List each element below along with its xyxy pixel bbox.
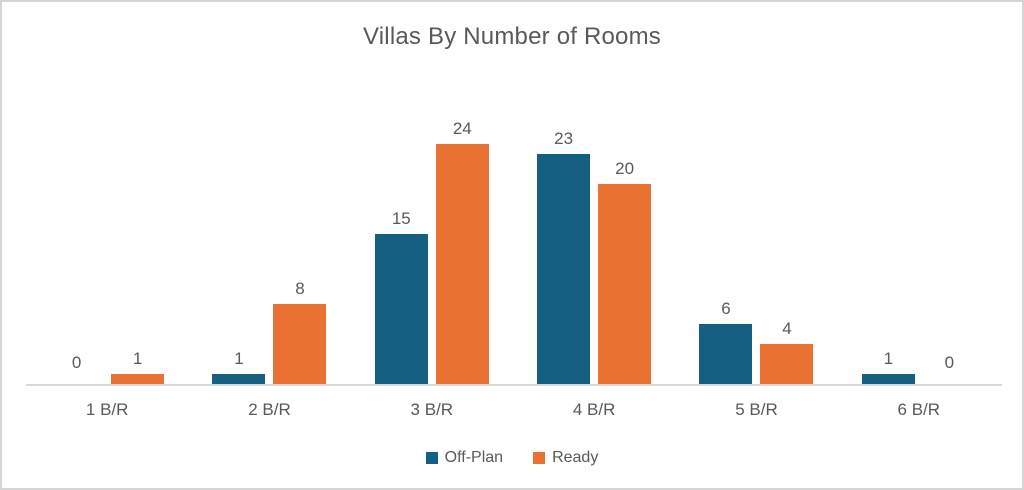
bar-wrap: 24 <box>435 119 489 384</box>
bar-value-label: 0 <box>944 353 955 373</box>
bar-off-plan <box>861 374 915 384</box>
bar-off-plan <box>537 154 591 384</box>
category-label: 5 B/R <box>735 400 778 419</box>
category-label: 2 B/R <box>248 400 291 419</box>
legend-label: Ready <box>552 449 599 466</box>
legend: Off-Plan Ready <box>2 449 1022 467</box>
bar-ready <box>273 304 327 384</box>
x-axis-labels: 1 B/R 2 B/R 3 B/R 4 B/R 5 B/R 6 B/R <box>26 400 1000 420</box>
bar-value-label: 23 <box>554 129 574 149</box>
chart-title: Villas By Number of Rooms <box>363 23 661 50</box>
plot-area: 0 1 1 8 15 24 23 20 6 4 1 0 <box>26 2 1000 384</box>
bar-value-label: 1 <box>883 349 894 369</box>
bar-group-3-b-r: 15 24 <box>351 120 513 384</box>
bar-wrap: 6 <box>699 299 753 384</box>
bar-ready <box>760 344 814 384</box>
category-label: 4 B/R <box>572 400 616 419</box>
legend-swatch <box>533 452 546 464</box>
bar-value-label: 20 <box>615 159 635 179</box>
legend-label: Off-Plan <box>444 449 504 466</box>
legend-item-off-plan: Off-Plan <box>425 449 504 467</box>
bar-ready <box>435 144 489 384</box>
bar-value-label: 15 <box>391 209 411 229</box>
bar-value-label: 4 <box>782 319 792 339</box>
bar-group-4-b-r: 23 20 <box>513 130 675 384</box>
bar-wrap: 23 <box>537 129 591 384</box>
bar-value-label: 24 <box>452 119 472 139</box>
bar-value-label: 8 <box>295 279 305 299</box>
bar-wrap: 8 <box>273 279 327 384</box>
bar-wrap: 4 <box>760 319 814 384</box>
bar-value-label: 0 <box>71 353 82 373</box>
bar-value-label: 6 <box>721 299 731 319</box>
bar-wrap: 1 <box>111 349 165 384</box>
legend-item-ready: Ready <box>533 449 598 467</box>
bar-value-label: 1 <box>132 349 143 369</box>
bar-value-label: 1 <box>234 349 244 369</box>
bar-off-plan <box>212 374 266 384</box>
bar-wrap: 1 <box>212 349 266 384</box>
category-label: 3 B/R <box>410 400 454 419</box>
bar-ready <box>111 374 165 384</box>
category-label: 6 B/R <box>897 400 941 419</box>
x-axis-line <box>26 384 1002 386</box>
bar-ready <box>598 184 652 384</box>
bar-off-plan <box>699 324 753 384</box>
legend-swatch <box>425 452 438 464</box>
bar-wrap: 20 <box>598 159 652 384</box>
category-label: 1 B/R <box>85 400 129 419</box>
bar-off-plan <box>374 234 428 384</box>
bar-wrap: 15 <box>374 209 428 384</box>
bar-wrap: 0 <box>50 354 103 384</box>
bar-wrap: 0 <box>923 354 976 384</box>
bar-wrap: 1 <box>861 349 915 384</box>
